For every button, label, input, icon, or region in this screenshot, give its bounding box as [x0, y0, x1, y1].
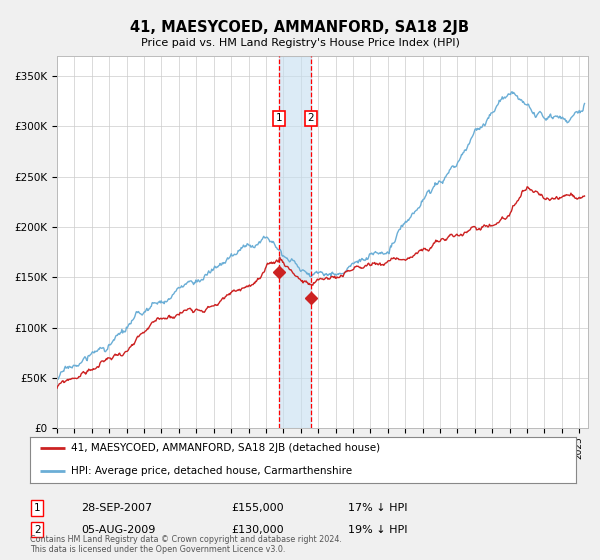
Text: 1: 1 — [275, 114, 282, 123]
Text: 1: 1 — [34, 503, 41, 513]
Text: £155,000: £155,000 — [231, 503, 284, 513]
Text: 05-AUG-2009: 05-AUG-2009 — [81, 525, 155, 535]
Text: 28-SEP-2007: 28-SEP-2007 — [81, 503, 152, 513]
Text: Price paid vs. HM Land Registry's House Price Index (HPI): Price paid vs. HM Land Registry's House … — [140, 38, 460, 48]
Text: 41, MAESYCOED, AMMANFORD, SA18 2JB (detached house): 41, MAESYCOED, AMMANFORD, SA18 2JB (deta… — [71, 443, 380, 453]
Text: HPI: Average price, detached house, Carmarthenshire: HPI: Average price, detached house, Carm… — [71, 466, 352, 476]
Text: 41, MAESYCOED, AMMANFORD, SA18 2JB: 41, MAESYCOED, AMMANFORD, SA18 2JB — [131, 20, 470, 35]
Text: Contains HM Land Registry data © Crown copyright and database right 2024.
This d: Contains HM Land Registry data © Crown c… — [30, 535, 342, 554]
Text: £130,000: £130,000 — [231, 525, 284, 535]
Text: 2: 2 — [34, 525, 41, 535]
Bar — [279, 56, 311, 428]
Text: 19% ↓ HPI: 19% ↓ HPI — [348, 525, 407, 535]
Text: 2: 2 — [308, 114, 314, 123]
Text: 17% ↓ HPI: 17% ↓ HPI — [348, 503, 407, 513]
